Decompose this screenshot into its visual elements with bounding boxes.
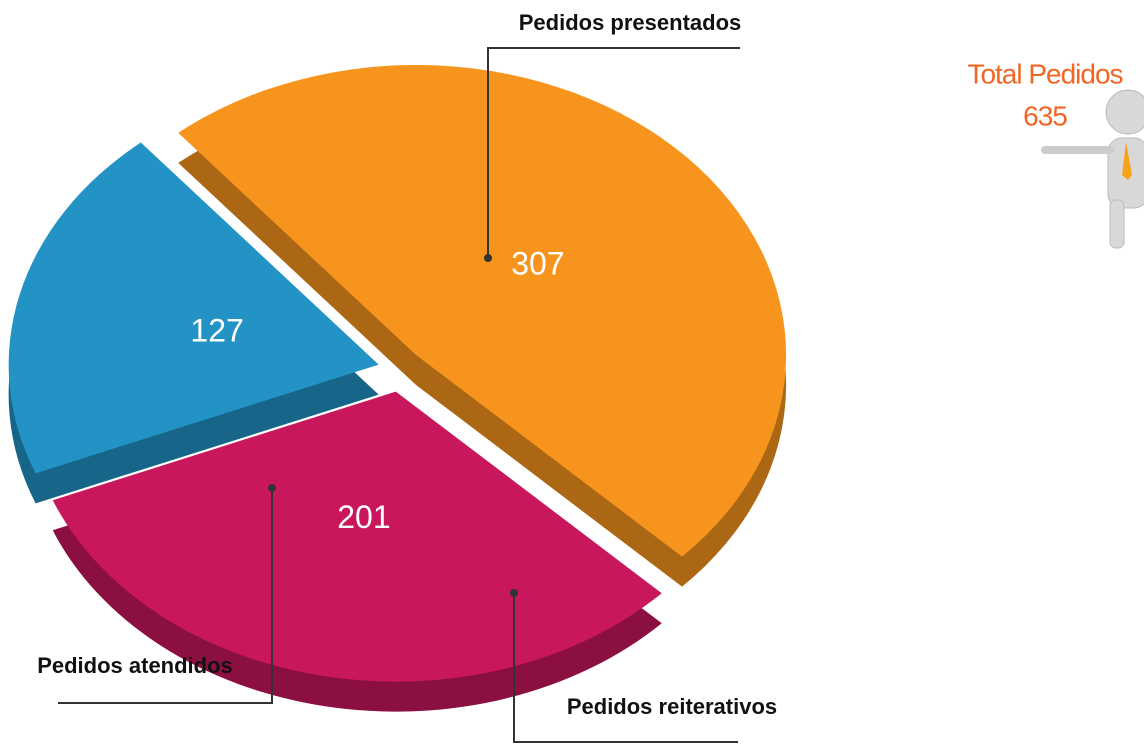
chart: Pedidos presentados Pedidos atendidos Pe…: [0, 0, 1144, 747]
leader-dot: [484, 254, 492, 262]
total-value: 635: [1023, 100, 1067, 131]
leader-dot: [510, 589, 518, 597]
category-label: Pedidos atendidos: [37, 653, 233, 678]
leader-dot: [268, 484, 276, 492]
value-label: 307: [511, 245, 564, 281]
page: {"chart_data": {"type": "pie", "categori…: [0, 0, 1144, 747]
total-label: Total Pedidos: [967, 58, 1122, 89]
category-label: Pedidos presentados: [519, 10, 742, 35]
category-label: Pedidos reiterativos: [567, 694, 777, 719]
value-label: 127: [190, 313, 243, 349]
pie: [9, 65, 786, 712]
value-label: 201: [337, 499, 390, 535]
